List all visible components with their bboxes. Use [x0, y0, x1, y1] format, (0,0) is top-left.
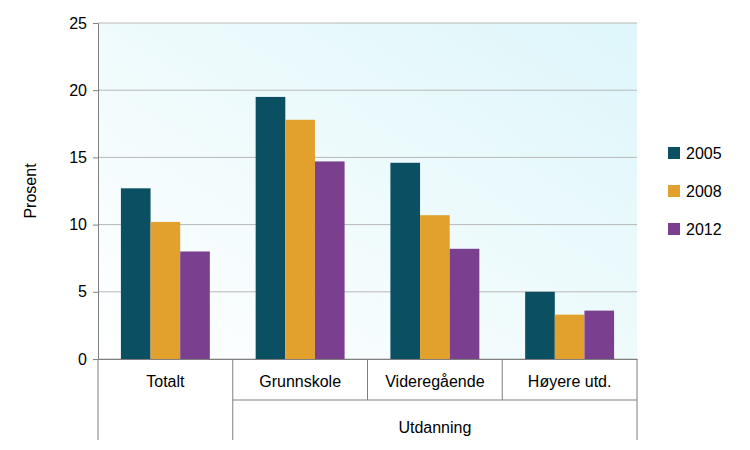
- x-tick: Totalt: [146, 359, 185, 390]
- y-tick: 20: [69, 82, 98, 99]
- group-line: [233, 400, 637, 401]
- x-axis: Totalt Grunnskole Videregående Høyere utd.: [99, 359, 638, 390]
- grid-line: [98, 23, 637, 24]
- y-tick-mark: [93, 23, 98, 24]
- legend-swatch: [668, 147, 680, 159]
- x-tick: Grunnskole: [259, 359, 341, 390]
- y-tick-label: 0: [78, 351, 87, 368]
- category-separator: [367, 359, 368, 400]
- y-tick: 25: [69, 15, 98, 32]
- legend: 2005 2008 2012: [668, 145, 722, 238]
- bar: [285, 120, 315, 359]
- bars: [121, 97, 614, 359]
- bar: [180, 251, 210, 359]
- plot-background: [98, 23, 637, 359]
- x-tick-label: Høyere utd.: [528, 373, 612, 390]
- bar: [256, 97, 286, 359]
- y-tick-label: 20: [69, 82, 87, 99]
- y-tick-mark: [93, 157, 98, 158]
- x-tick: Videregående: [385, 359, 484, 390]
- legend-swatch: [668, 223, 680, 235]
- x-tick-label: Totalt: [146, 373, 185, 390]
- x-axis-title: Utdanning: [398, 419, 471, 436]
- y-axis-line: [98, 24, 99, 360]
- legend-label: 2008: [686, 183, 722, 200]
- y-tick-label: 15: [69, 149, 87, 166]
- grid-line: [98, 157, 637, 158]
- y-tick-mark: [93, 359, 98, 360]
- y-tick: 10: [69, 216, 98, 233]
- legend-label: 2005: [686, 145, 722, 162]
- y-tick: 15: [69, 149, 98, 166]
- y-tick: 5: [78, 283, 98, 300]
- y-tick-label: 25: [69, 15, 87, 32]
- bar: [450, 249, 480, 359]
- y-tick-label: 5: [78, 283, 87, 300]
- y-tick: 0: [78, 351, 98, 368]
- bar: [151, 222, 181, 359]
- bar: [555, 315, 585, 359]
- legend-label: 2012: [686, 221, 722, 238]
- x-tick-label: Grunnskole: [259, 373, 341, 390]
- y-tick-label: 10: [69, 216, 87, 233]
- y-tick-mark: [93, 292, 98, 293]
- chart: 0 5 10 15 20 25 Totalt Grunnskole Videregående Hø…: [0, 0, 750, 450]
- bar: [121, 188, 151, 359]
- bar: [315, 161, 345, 359]
- category-separator: [502, 359, 503, 400]
- grid-line: [98, 90, 637, 91]
- legend-swatch: [668, 185, 680, 197]
- grid: [98, 23, 637, 359]
- axis-extension: [98, 359, 99, 440]
- x-tick-label: Videregående: [385, 373, 484, 390]
- bar: [584, 311, 614, 359]
- y-axis-title: Prosent: [22, 163, 39, 219]
- bar: [420, 215, 450, 359]
- bar: [390, 163, 420, 359]
- x-tick: Høyere utd.: [528, 359, 612, 390]
- bar: [525, 292, 555, 359]
- y-axis: 0 5 10 15 20 25: [69, 15, 98, 368]
- x-axis-line: [99, 359, 638, 360]
- category-separators: [98, 359, 637, 440]
- y-tick-mark: [93, 90, 98, 91]
- y-tick-mark: [93, 225, 98, 226]
